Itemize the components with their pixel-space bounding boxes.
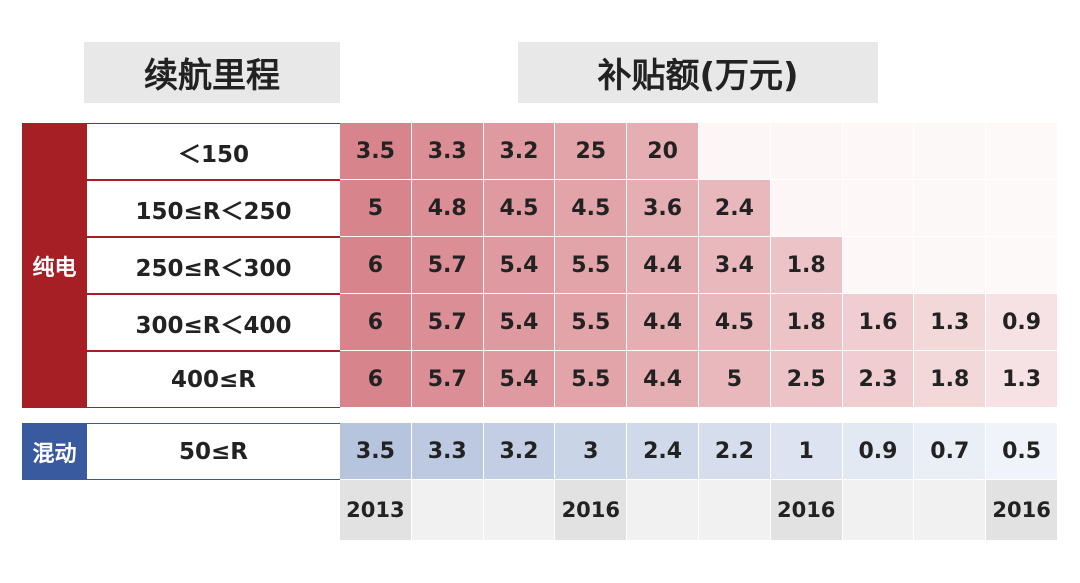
- value-cell: 4.5: [555, 180, 628, 237]
- value-cell: 0.9: [842, 423, 915, 480]
- value-cell: 3.5: [340, 423, 412, 480]
- value-cell: 3: [555, 423, 628, 480]
- range-label: 300≤R＜400: [87, 294, 340, 351]
- value-cell: 6: [340, 294, 412, 351]
- year-cell: [627, 480, 699, 540]
- value-cell: 4.8: [411, 180, 484, 237]
- empty-cell: [770, 123, 843, 180]
- empty-cell: [986, 180, 1058, 237]
- year-cell: [914, 480, 987, 540]
- value-cell: 5.4: [483, 294, 556, 351]
- value-cell: 1.6: [842, 294, 915, 351]
- value-cell: 6: [340, 237, 412, 294]
- value-cell: 1.3: [986, 351, 1058, 408]
- value-cell: 1.8: [770, 237, 843, 294]
- value-cell: 5.5: [555, 351, 628, 408]
- value-cell: 1: [770, 423, 843, 480]
- empty-cell: [986, 237, 1058, 294]
- value-cell: 3.2: [483, 423, 556, 480]
- empty-cell: [986, 123, 1058, 180]
- value-cell: 4.4: [627, 351, 699, 408]
- value-cell: 3.2: [483, 123, 556, 180]
- value-cell: 5.7: [411, 351, 484, 408]
- value-cell: 5.4: [483, 237, 556, 294]
- empty-cell: [842, 123, 915, 180]
- empty-cell: [842, 180, 915, 237]
- value-cell: 0.5: [986, 423, 1058, 480]
- year-cell: 2016: [986, 480, 1058, 540]
- value-cell: 2.4: [627, 423, 699, 480]
- value-cell: 4.4: [627, 237, 699, 294]
- value-cell: 25: [555, 123, 628, 180]
- year-cell: [699, 480, 771, 540]
- value-cell: 0.9: [986, 294, 1058, 351]
- subsidy-header: 补贴额(万元): [518, 42, 878, 103]
- group-label: 纯电: [22, 123, 87, 408]
- year-cell: [411, 480, 484, 540]
- value-cell: 5: [340, 180, 412, 237]
- value-cell: 2.4: [699, 180, 771, 237]
- value-cell: 4.5: [699, 294, 771, 351]
- value-cell: 1.8: [770, 294, 843, 351]
- empty-cell: [699, 123, 771, 180]
- year-cell: [842, 480, 915, 540]
- value-cell: 4.5: [483, 180, 556, 237]
- range-label: 400≤R: [87, 351, 340, 408]
- value-cell: 1.8: [914, 351, 987, 408]
- empty-cell: [914, 123, 987, 180]
- value-cell: 20: [627, 123, 699, 180]
- empty-cell: [914, 180, 987, 237]
- value-cell: 5.7: [411, 294, 484, 351]
- value-cell: 4.4: [627, 294, 699, 351]
- range-label: 150≤R＜250: [87, 180, 340, 237]
- value-cell: 5.4: [483, 351, 556, 408]
- value-cell: 6: [340, 351, 412, 408]
- value-cell: 3.3: [411, 423, 484, 480]
- year-cell: [483, 480, 556, 540]
- value-cell: 5: [699, 351, 771, 408]
- group-label: 混动: [22, 423, 87, 480]
- value-cell: 3.3: [411, 123, 484, 180]
- value-cell: 5.5: [555, 237, 628, 294]
- range-label: 50≤R: [87, 423, 340, 480]
- year-cell: 2013: [340, 480, 412, 540]
- value-cell: 0.7: [914, 423, 987, 480]
- value-cell: 3.5: [340, 123, 412, 180]
- empty-cell: [770, 180, 843, 237]
- empty-cell: [842, 237, 915, 294]
- value-cell: 2.2: [699, 423, 771, 480]
- value-cell: 5.7: [411, 237, 484, 294]
- range-label: ＜150: [87, 123, 340, 180]
- value-cell: 2.5: [770, 351, 843, 408]
- value-cell: 5.5: [555, 294, 628, 351]
- year-cell: 2016: [555, 480, 628, 540]
- empty-cell: [914, 237, 987, 294]
- value-cell: 3.4: [699, 237, 771, 294]
- value-cell: 3.6: [627, 180, 699, 237]
- value-cell: 2.3: [842, 351, 915, 408]
- range-label: 250≤R＜300: [87, 237, 340, 294]
- value-cell: 1.3: [914, 294, 987, 351]
- year-cell: 2016: [770, 480, 843, 540]
- range-header: 续航里程: [84, 42, 340, 103]
